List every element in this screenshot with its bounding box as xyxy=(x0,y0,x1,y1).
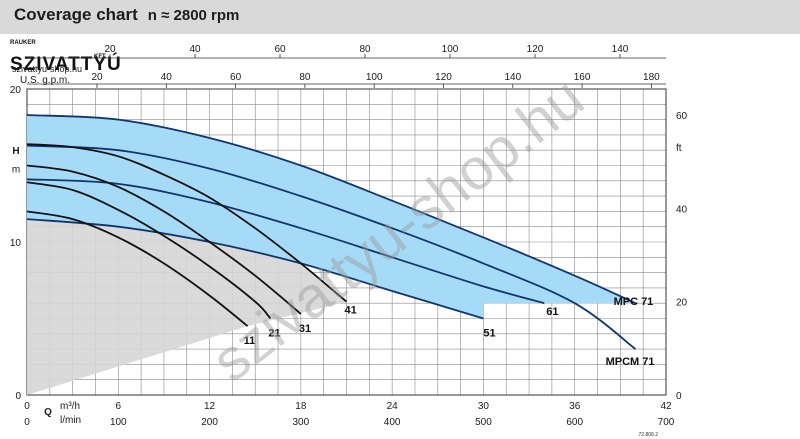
q-axis-symbol: Q xyxy=(44,407,52,418)
top-tick-label-2: 140 xyxy=(504,72,521,83)
top-tick-label-1: 140 xyxy=(612,44,629,55)
top-tick-label-2: 40 xyxy=(161,72,173,83)
x-tick-label: 6 xyxy=(116,401,122,412)
chart-title: Coverage chart n ≈ 2800 rpm xyxy=(14,5,239,25)
top-tick-label-1: 40 xyxy=(189,44,201,55)
h-axis-unit: m xyxy=(12,165,20,176)
h-axis-symbol: H xyxy=(12,146,19,157)
title-bar: Coverage chart n ≈ 2800 rpm xyxy=(0,0,800,34)
logo-small-text: RAUKER xyxy=(10,40,36,46)
chart-title-main: Coverage chart xyxy=(14,5,138,24)
top-tick-label-2: 100 xyxy=(366,72,383,83)
lmin-tick-label: 700 xyxy=(658,417,675,428)
lmin-tick-label: 0 xyxy=(24,417,30,428)
curve-31 xyxy=(26,164,302,315)
coverage-fill xyxy=(27,115,636,395)
lmin-tick-label: 400 xyxy=(384,417,401,428)
top-tick-label-1: 80 xyxy=(359,44,371,55)
lmin-tick-label: 200 xyxy=(201,417,218,428)
top-tick-label-2: 60 xyxy=(230,72,242,83)
top-axis-unit: U.S. g.p.m. xyxy=(20,75,70,86)
chart-code: 72.808.2 xyxy=(638,432,658,438)
curve-51 xyxy=(26,218,484,320)
series-label: 21 xyxy=(268,328,280,340)
q-unit-lmin: l/min xyxy=(60,415,81,426)
brand-logo: RAUKER SZIVATTYÚ KFT. xyxy=(6,36,121,75)
lmin-tick-label: 300 xyxy=(293,417,310,428)
x-tick-label: 18 xyxy=(295,401,307,412)
series-label: 41 xyxy=(345,305,357,317)
series-label: 31 xyxy=(299,323,311,335)
top-tick-label-1: 60 xyxy=(274,44,286,55)
series-label: 61 xyxy=(546,306,558,318)
top-tick-label-2: 120 xyxy=(435,72,452,83)
ft-unit-label: ft xyxy=(676,143,682,154)
curve-11 xyxy=(26,210,249,327)
ft-tick-label: 0 xyxy=(676,391,682,402)
y-tick-label: 0 xyxy=(15,391,21,402)
logo-kft-text: KFT. xyxy=(94,54,107,60)
top-tick-label-2: 180 xyxy=(643,72,660,83)
top-tick-label-2: 80 xyxy=(299,72,311,83)
curve-41 xyxy=(26,143,348,303)
top-tick-label-1: 20 xyxy=(104,44,116,55)
ft-tick-label: 40 xyxy=(676,204,688,215)
coverage-blue-area xyxy=(27,115,636,319)
lmin-tick-label: 500 xyxy=(475,417,492,428)
series-label: MPCM 71 xyxy=(606,356,655,368)
logo-brand-text: SZIVATTYÚ xyxy=(10,54,122,75)
top-tick-label-2: 160 xyxy=(574,72,591,83)
curve-mpc-71 xyxy=(26,114,636,305)
chart-title-sub: n ≈ 2800 rpm xyxy=(147,7,240,24)
top-tick-label-1: 100 xyxy=(442,44,459,55)
x-tick-label: 24 xyxy=(387,401,399,412)
x-tick-label: 0 xyxy=(24,401,30,412)
curve-21 xyxy=(26,181,272,320)
x-tick-label: 42 xyxy=(660,401,672,412)
x-tick-label: 36 xyxy=(569,401,581,412)
x-tick-label: 12 xyxy=(204,401,216,412)
series-labels: MPC 71 MPCM 71 61 51 41 31 21 11 xyxy=(244,296,655,368)
logo-shop-text: szivattyu-shop.hu xyxy=(12,64,83,74)
pump-curves xyxy=(26,114,637,350)
top-tick-label-1: 120 xyxy=(527,44,544,55)
series-label: 11 xyxy=(244,335,256,347)
series-label: MPC 71 xyxy=(614,296,654,308)
y-tick-label: 20 xyxy=(10,85,22,96)
curve-mpcm-71 xyxy=(26,144,637,350)
ft-tick-label: 20 xyxy=(676,298,688,309)
series-label: 51 xyxy=(483,328,495,340)
x-tick-label: 30 xyxy=(478,401,490,412)
lmin-tick-label: 100 xyxy=(110,417,127,428)
q-unit-m3h: m³/h xyxy=(60,401,80,412)
lmin-tick-label: 600 xyxy=(566,417,583,428)
top-tick-label-2: 20 xyxy=(91,72,103,83)
curve-61 xyxy=(26,178,545,305)
ft-tick-label: 60 xyxy=(676,111,688,122)
y-tick-label: 10 xyxy=(10,238,22,249)
